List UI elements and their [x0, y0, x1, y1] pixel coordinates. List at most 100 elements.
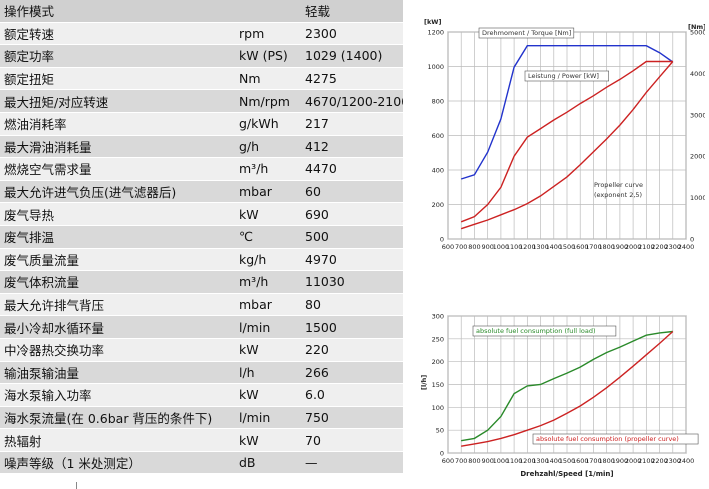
table-row: 燃烧空气需求量 m³/h 4470	[0, 157, 403, 181]
value-cell: 4470	[301, 157, 403, 181]
param-name-cell: 海水泵流量(在 0.6bar 背压的条件下)	[0, 406, 235, 430]
annotation-box	[478, 27, 575, 39]
param-name-cell: 最大允许进气负压(进气滤器后)	[0, 180, 235, 204]
x-tick-label: 1200	[519, 243, 536, 251]
y-tick-label: 1000	[427, 63, 444, 71]
unit-cell: kW	[235, 338, 301, 362]
torque-power-chart: 600 700 800 9001000110012001300140015001600…	[424, 18, 705, 251]
x-tick-label: 2300	[665, 457, 682, 465]
series-line-2	[460, 60, 673, 223]
y-tick-label: 600	[432, 132, 444, 140]
x-tick-label: 1300	[532, 457, 549, 465]
x-tick-label: 1600	[572, 457, 589, 465]
y2-tick-label: 0	[690, 236, 694, 244]
unit-cell: g/kWh	[235, 112, 301, 136]
unit-cell: kW	[235, 202, 301, 226]
unit-cell: m³/h	[235, 157, 301, 181]
param-name-cell: 额定功率	[0, 44, 235, 68]
x-tick-label: 900	[481, 243, 493, 251]
y2-tick-label: 3000	[690, 111, 705, 119]
value-cell: —	[301, 451, 403, 475]
annotation-box	[524, 70, 609, 82]
annotation-label: Propeller curve	[594, 181, 643, 189]
x-tick-label: 1000	[493, 243, 510, 251]
y-tick-label: 1200	[427, 29, 444, 37]
annotation-label: absolute fuel consumption (full load)	[476, 327, 596, 335]
x-tick-label: 2200	[651, 457, 668, 465]
table-row: 海水泵流量(在 0.6bar 背压的条件下) l/min 750	[0, 406, 403, 430]
value-cell: 2300	[301, 22, 403, 46]
y-tick-label: 0	[440, 450, 444, 458]
y-tick-label: 0	[440, 236, 444, 244]
x-tick-label: 1100	[506, 457, 523, 465]
unit-cell: rpm	[235, 22, 301, 46]
left-axis-unit: [kW]	[424, 18, 441, 26]
value-cell: 60	[301, 180, 403, 204]
value-cell: 11030	[301, 270, 403, 294]
unit-cell: mbar	[235, 293, 301, 317]
table-row: 额定转速 rpm 2300	[0, 22, 403, 46]
unit-cell: g/h	[235, 135, 301, 159]
annotation-box	[472, 325, 617, 337]
param-name-cell: 额定扭矩	[0, 67, 235, 91]
table-row: 海水泵输入功率 kW 6.0	[0, 383, 403, 407]
y-tick-label: 100	[432, 404, 444, 412]
series-line-3	[460, 61, 674, 230]
series-line-1	[460, 45, 674, 180]
x-tick-label: 1200	[519, 457, 536, 465]
x-tick-label: 600	[442, 457, 454, 465]
y-tick-label: 400	[432, 167, 444, 175]
x-tick-label: 1100	[506, 243, 523, 251]
param-name-cell: 最大允许排气背压	[0, 293, 235, 317]
param-name-cell: 废气质量流量	[0, 248, 235, 272]
table-row: 最大允许排气背压 mbar 80	[0, 293, 403, 317]
value-cell: 500	[301, 225, 403, 249]
value-cell: 6.0	[301, 383, 403, 407]
param-name-cell: 燃烧空气需求量	[0, 157, 235, 181]
table-row: 废气导热 kW 690	[0, 202, 403, 226]
x-tick-label: 1500	[559, 243, 576, 251]
param-name-cell: 海水泵输入功率	[0, 383, 235, 407]
value-cell: 4970	[301, 248, 403, 272]
param-name-cell: 输油泵输油量	[0, 361, 235, 385]
table-header-row: 操作模式 轻载	[0, 0, 403, 23]
x-tick-label: 1300	[532, 243, 549, 251]
value-cell: 750	[301, 406, 403, 430]
y2-tick-label: 1000	[690, 194, 705, 202]
x-tick-label: 2300	[665, 243, 682, 251]
x-tick-label: 1900	[612, 457, 629, 465]
param-name-cell: 额定转速	[0, 22, 235, 46]
value-cell: 80	[301, 293, 403, 317]
value-cell: 266	[301, 361, 403, 385]
x-tick-label: 1700	[585, 243, 602, 251]
x-tick-label: 2200	[651, 243, 668, 251]
table-row: 最小冷却水循环量 l/min 1500	[0, 315, 403, 339]
y-tick-label: 250	[432, 335, 444, 343]
value-cell: 220	[301, 338, 403, 362]
series-line-1	[461, 330, 673, 442]
table-row: 最大扭矩/对应转速 Nm/rpm 4670/1200-2100	[0, 89, 403, 113]
param-name-cell: 废气导热	[0, 202, 235, 226]
param-name-cell: 操作模式	[0, 0, 235, 23]
x-tick-label: 2100	[638, 243, 655, 251]
unit-cell: kW	[235, 428, 301, 452]
value-cell: 412	[301, 135, 403, 159]
y-tick-label: 50	[436, 427, 444, 435]
series-line-2	[461, 330, 674, 447]
param-name-cell: 中冷器热交换功率	[0, 338, 235, 362]
param-name-cell: 热辐射	[0, 428, 235, 452]
unit-cell: Nm/rpm	[235, 89, 301, 113]
unit-cell: kW (PS)	[235, 44, 301, 68]
x-tick-label: 2000	[625, 457, 642, 465]
param-name-cell: 最大滑油消耗量	[0, 135, 235, 159]
unit-cell: l/min	[235, 406, 301, 430]
value-cell: 4275	[301, 67, 403, 91]
y-tick-label: 800	[432, 98, 444, 106]
param-name-cell: 最大扭矩/对应转速	[0, 89, 235, 113]
table-row: 中冷器热交换功率 kW 220	[0, 338, 403, 362]
x-tick-label: 600	[442, 243, 454, 251]
x-tick-label: 1000	[493, 457, 510, 465]
table-row: 输油泵输油量 l/h 266	[0, 361, 403, 385]
y-tick-label: 200	[432, 358, 444, 366]
x-tick-label: 1900	[612, 243, 629, 251]
